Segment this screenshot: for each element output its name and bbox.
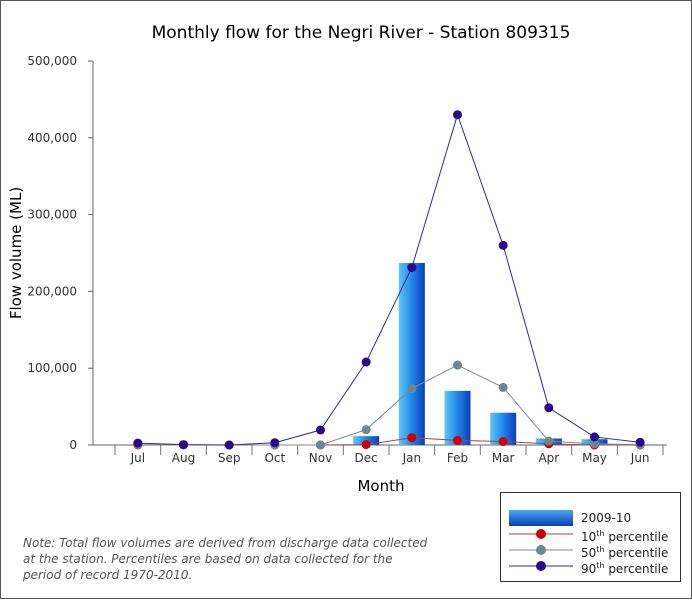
- data-point: [499, 241, 508, 250]
- line-series: [133, 110, 644, 449]
- legend-bar-swatch: [509, 510, 573, 526]
- y-tick-label: 100,000: [27, 361, 77, 375]
- data-point: [544, 403, 553, 412]
- x-tick-label: Jun: [630, 451, 650, 465]
- x-tick-label: Dec: [355, 451, 378, 465]
- y-tick-label: 300,000: [27, 208, 77, 222]
- data-point: [407, 263, 416, 272]
- x-tick-label: Apr: [538, 451, 559, 465]
- data-point: [636, 438, 645, 447]
- data-point: [362, 425, 371, 434]
- series-line: [138, 365, 640, 445]
- line-series-group: [133, 110, 644, 449]
- legend-item-bar: 2009-10: [501, 510, 680, 526]
- data-point: [407, 433, 416, 442]
- x-tick-label: Aug: [172, 451, 195, 465]
- legend-label: 90th percentile: [581, 558, 668, 577]
- x-tick-label: Jul: [130, 451, 145, 465]
- legend: 2009-10 10th percentile 50th percentile …: [500, 492, 681, 582]
- x-tick-label: Oct: [264, 451, 285, 465]
- x-tick-label: Feb: [447, 451, 468, 465]
- legend-line-swatch: [509, 526, 573, 542]
- x-tick-label: Mar: [492, 451, 515, 465]
- legend-item-50th: 50th percentile: [501, 542, 680, 558]
- data-point: [590, 432, 599, 441]
- y-tick-label: 0: [69, 438, 77, 452]
- data-point: [453, 361, 462, 370]
- bar: [399, 263, 425, 445]
- x-axis: Jul Aug Sep Oct Nov Dec Jan Feb Mar Apr May Jun: [93, 445, 667, 465]
- data-point: [133, 439, 142, 448]
- data-point: [270, 438, 279, 447]
- x-tick-label: Sep: [218, 451, 241, 465]
- bar-series: [353, 263, 653, 445]
- y-tick-label: 400,000: [27, 131, 77, 145]
- series-line: [138, 438, 640, 445]
- data-point: [453, 110, 462, 119]
- x-tick-label: Nov: [309, 451, 332, 465]
- data-point: [499, 437, 508, 446]
- legend-item-10th: 10th percentile: [501, 526, 680, 542]
- legend-line-swatch: [509, 542, 573, 558]
- chart-title: Monthly flow for the Negri River - Stati…: [152, 23, 571, 43]
- line-series-group: [133, 361, 644, 450]
- y-axis: 0 100,000 200,000 300,000 400,000 500,000: [27, 54, 93, 452]
- data-point: [179, 440, 188, 449]
- x-tick-label: Jan: [402, 451, 422, 465]
- data-point: [407, 384, 416, 393]
- chart-note: Note: Total flow volumes are derived fro…: [23, 535, 433, 583]
- legend-item-90th: 90th percentile: [501, 558, 680, 574]
- series-line: [138, 115, 640, 445]
- data-point: [362, 440, 371, 449]
- legend-label: 2009-10: [581, 510, 631, 526]
- data-point: [316, 441, 325, 450]
- data-point: [225, 441, 234, 450]
- data-point: [362, 358, 371, 367]
- x-tick-label: May: [582, 451, 607, 465]
- data-point: [499, 383, 508, 392]
- y-axis-title: Flow volume (ML): [7, 187, 25, 319]
- data-point: [316, 426, 325, 435]
- data-point: [453, 436, 462, 445]
- y-tick-label: 500,000: [27, 54, 77, 68]
- legend-line-swatch: [509, 558, 573, 574]
- x-axis-title: Month: [357, 477, 404, 495]
- data-point: [544, 437, 553, 446]
- y-tick-label: 200,000: [27, 284, 77, 298]
